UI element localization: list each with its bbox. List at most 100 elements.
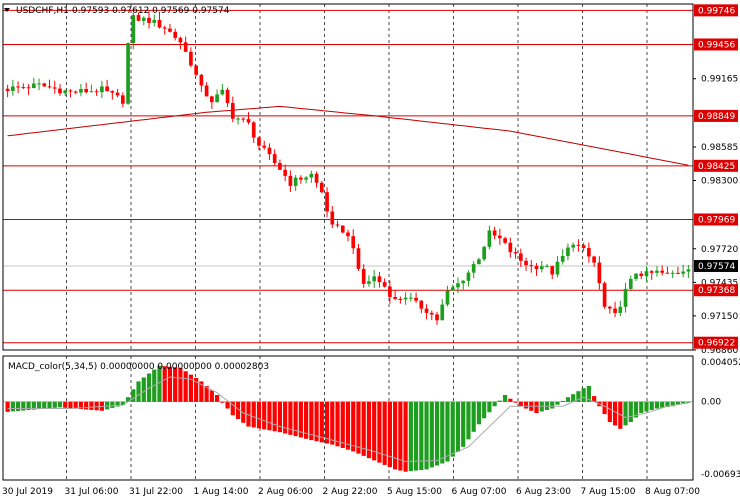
candle — [435, 311, 439, 325]
candle — [686, 265, 691, 279]
macd-bar — [15, 401, 21, 411]
candle — [241, 117, 246, 123]
macd-bar — [503, 394, 508, 402]
macd-bar — [429, 401, 434, 468]
macd-bar — [267, 401, 272, 431]
price-tick-label: 0.98300 — [701, 177, 738, 187]
candle — [147, 11, 151, 29]
candle — [47, 79, 52, 89]
macd-bar — [42, 401, 47, 409]
candle — [424, 304, 429, 320]
macd-signal-line — [7, 376, 689, 463]
candle — [670, 270, 675, 279]
candle-body — [89, 91, 94, 93]
macd-bar — [84, 401, 89, 410]
candle-body — [63, 90, 68, 94]
candle — [141, 16, 146, 26]
candle — [236, 116, 240, 125]
candle-body — [42, 83, 47, 87]
macd-bar — [508, 398, 513, 402]
candle-body — [623, 288, 628, 307]
axis-labels: 30 Jul 2019 31 Jul 06:00 31 Jul 22:00 1 Aug… — [2, 4, 740, 497]
candle — [634, 273, 638, 281]
macd-label: MACD_color(5,34,5) 0.00000000 0.00000000… — [8, 362, 269, 372]
candle-body — [367, 281, 371, 284]
candle — [335, 220, 340, 228]
candle — [262, 140, 267, 150]
candle — [665, 266, 670, 274]
candle-body — [5, 88, 10, 91]
macd-bar — [523, 401, 529, 409]
macd-bar — [550, 401, 555, 409]
macd-bar — [230, 401, 235, 416]
candle — [26, 84, 31, 95]
candle-body — [628, 278, 633, 289]
candle-body — [477, 259, 481, 265]
macd-bar — [372, 401, 377, 461]
candle-body — [424, 308, 429, 313]
candle — [16, 81, 20, 94]
price-tick-label: 0.96860 — [701, 346, 738, 356]
symbol-label: USDCHF,H1 — [16, 6, 69, 16]
candle — [592, 255, 596, 267]
candle — [676, 266, 680, 275]
candle — [587, 242, 591, 263]
candle — [429, 310, 434, 321]
candle-body — [498, 235, 502, 239]
macd-bar — [157, 365, 162, 402]
macd-bar — [665, 401, 670, 407]
candle — [199, 73, 204, 92]
macd-bar — [110, 401, 115, 408]
candle-body — [550, 266, 555, 275]
candle — [372, 270, 377, 288]
candle-body — [524, 260, 528, 266]
candle — [518, 248, 523, 267]
candle — [513, 247, 518, 259]
candle — [382, 278, 387, 288]
candle-body — [660, 270, 665, 273]
candle — [555, 255, 560, 278]
candle-body — [11, 86, 15, 91]
candle — [461, 279, 466, 290]
macd-bar — [47, 401, 52, 409]
candle — [84, 82, 89, 94]
macd-bar — [602, 401, 607, 415]
candle-body — [199, 74, 204, 86]
candle-body — [183, 42, 188, 52]
current-price-label: 0.97574 — [698, 262, 735, 272]
macd-bar — [675, 401, 681, 405]
macd-bar — [497, 400, 502, 402]
candle — [11, 79, 15, 96]
candle — [272, 149, 277, 167]
candle-body — [676, 272, 680, 274]
candle — [31, 77, 36, 89]
time-tick-label: 5 Aug 15:00 — [387, 487, 442, 497]
candle-body — [466, 272, 471, 281]
candle — [115, 89, 120, 98]
candle-body — [220, 89, 225, 95]
candle-body — [607, 306, 612, 309]
candle — [89, 84, 94, 93]
macd-bar — [235, 401, 241, 420]
candle-body — [613, 308, 617, 313]
candle-body — [262, 145, 267, 148]
candle-body — [168, 28, 172, 32]
chevron-down-icon[interactable] — [4, 8, 10, 12]
macd-bar — [146, 373, 152, 402]
macd-bar — [199, 381, 204, 402]
candle-body — [597, 262, 602, 284]
candle-body — [388, 286, 392, 298]
candle — [534, 263, 539, 276]
time-tick-label: 30 Jul 2019 — [2, 487, 53, 497]
candle — [560, 249, 565, 265]
macd-bar — [466, 401, 471, 440]
candle — [498, 228, 502, 245]
time-tick-label: 2 Aug 06:00 — [258, 487, 313, 497]
candle — [477, 257, 481, 265]
candle-body — [330, 211, 335, 225]
time-tick-label: 2 Aug 22:00 — [323, 487, 378, 497]
candle-body — [461, 280, 466, 284]
price-tick-label: 0.98585 — [701, 143, 738, 153]
candle-body — [325, 192, 329, 212]
candle-body — [299, 177, 303, 180]
